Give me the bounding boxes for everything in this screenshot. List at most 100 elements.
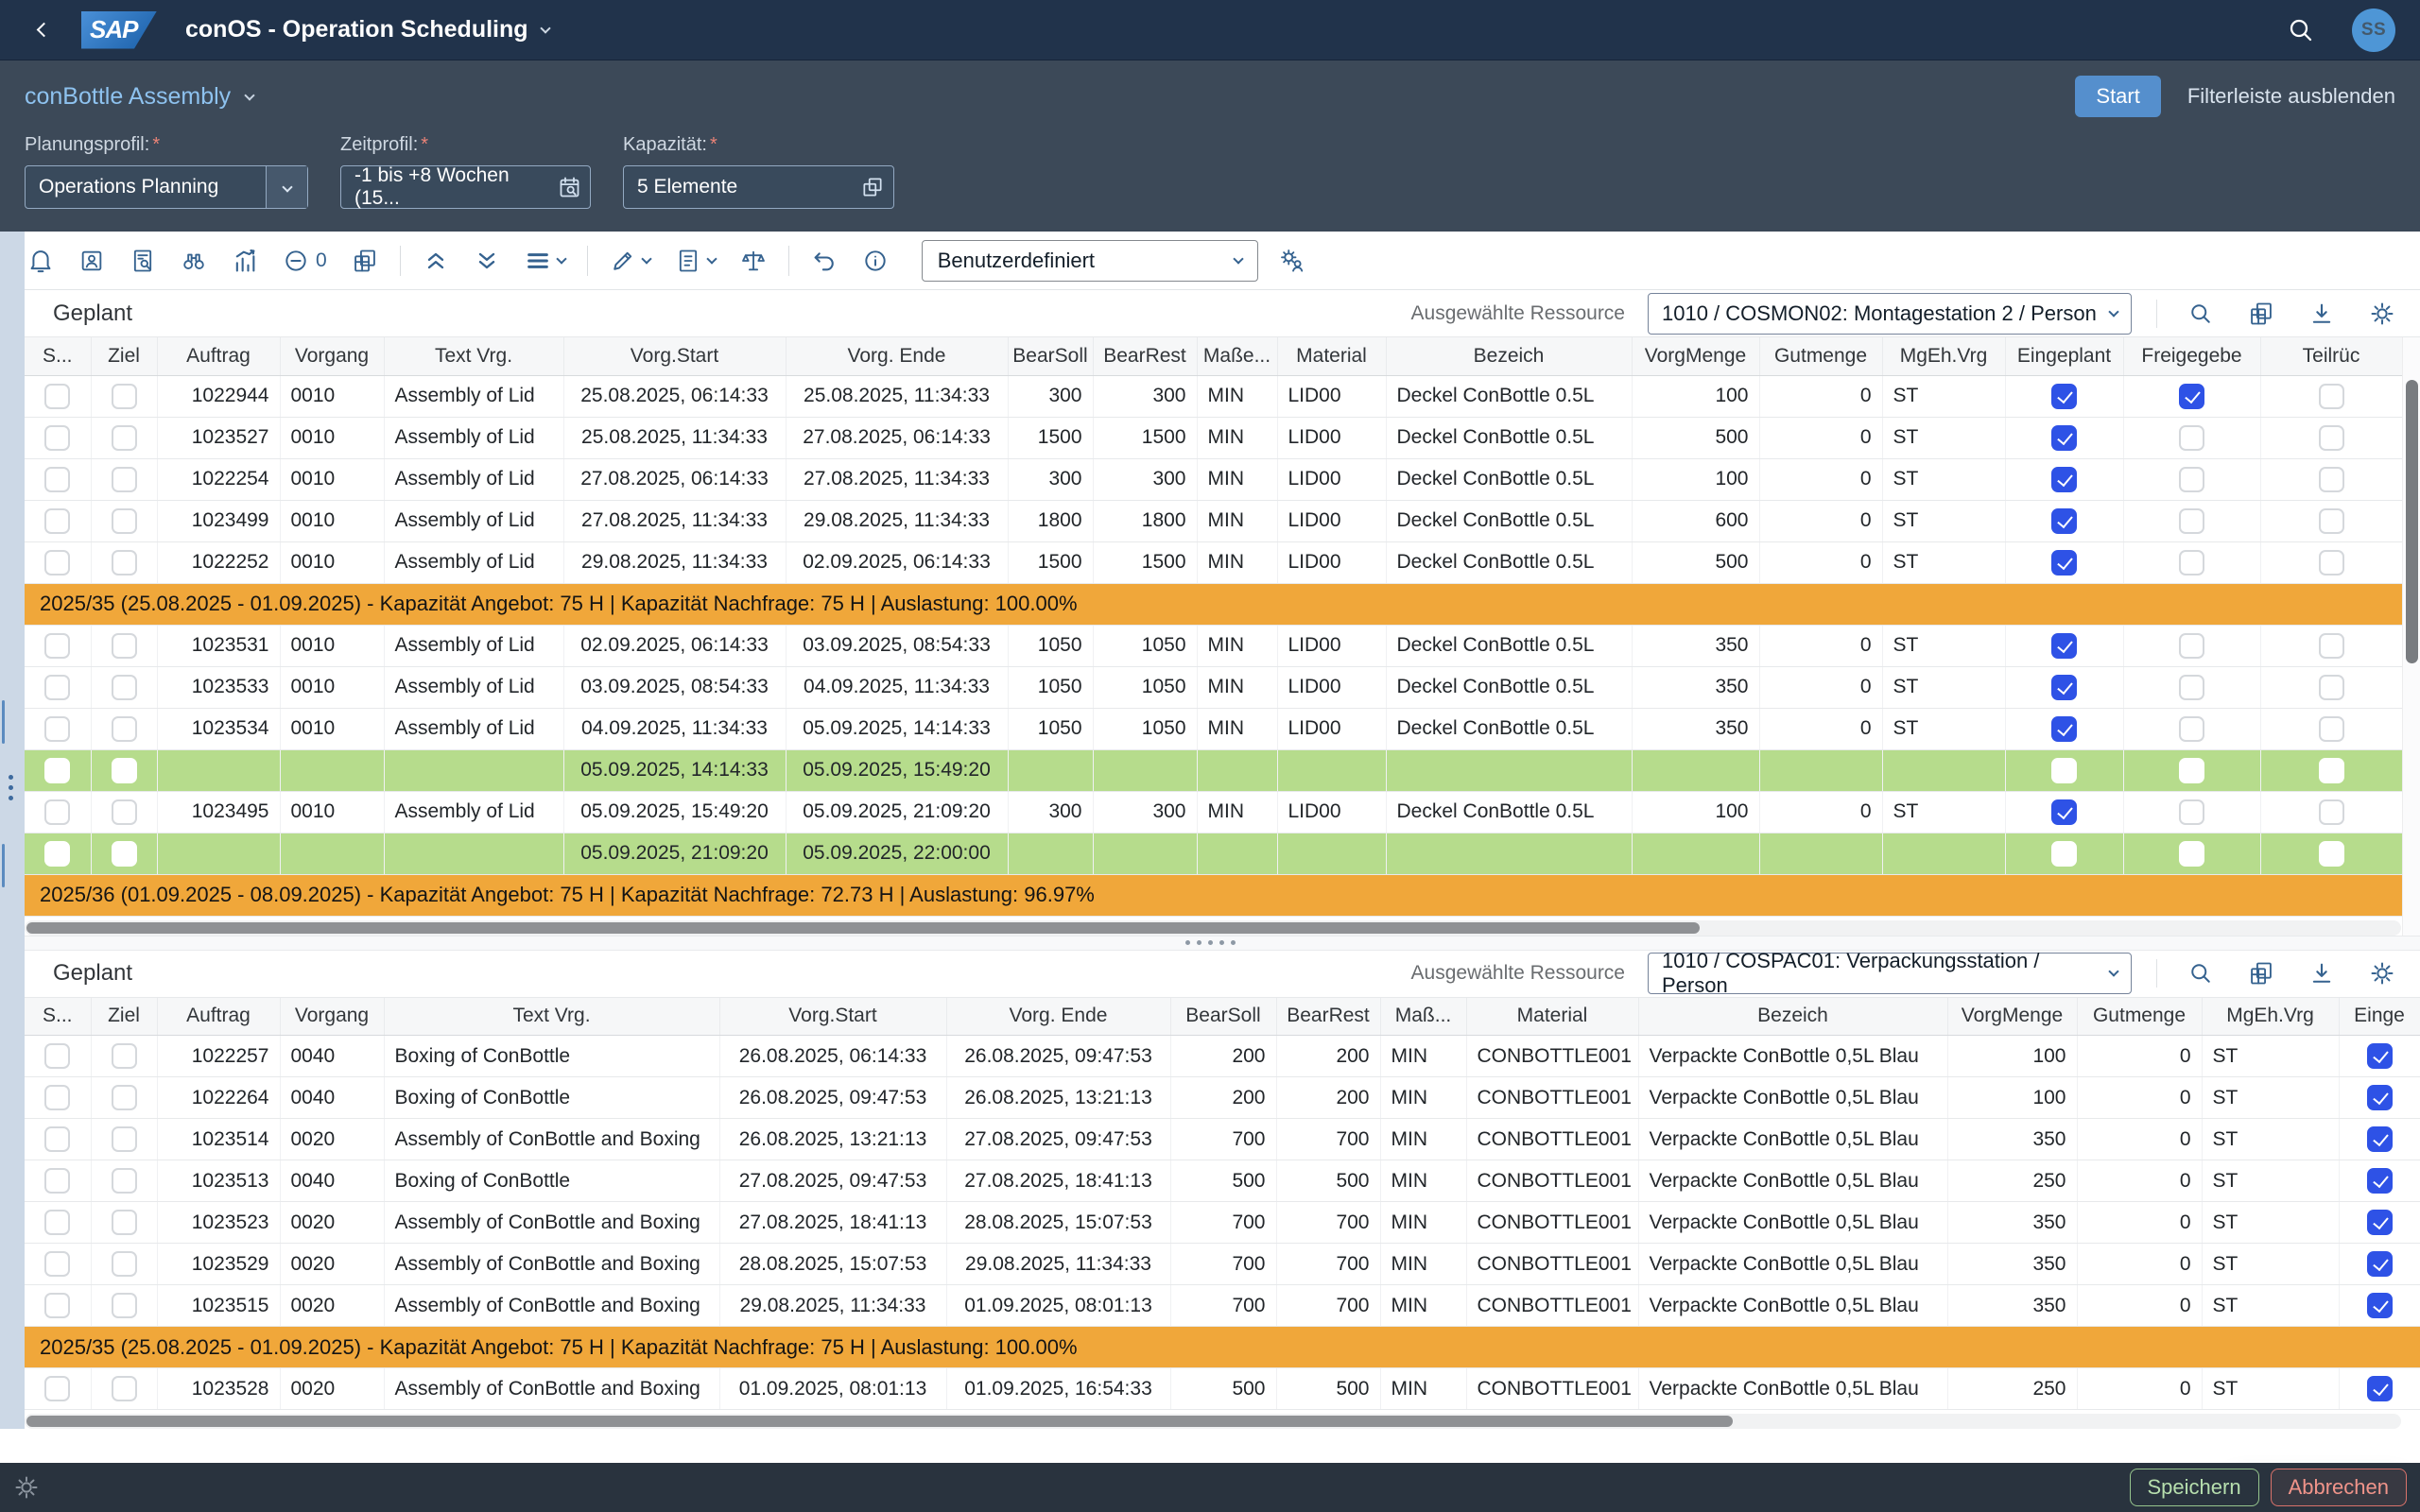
view-variant-select[interactable]: Benutzerdefiniert: [921, 239, 1258, 282]
horizontal-scrollbar[interactable]: [25, 919, 2401, 936]
scrollbar-thumb[interactable]: [2406, 380, 2418, 663]
row-checkbox[interactable]: [111, 757, 137, 783]
row-checkbox[interactable]: [111, 632, 137, 659]
undo-icon[interactable]: [799, 241, 850, 281]
table-row[interactable]: 1023499 0010 Assembly of Lid 27.08.2025, 11…: [25, 500, 2403, 542]
copy-export-icon[interactable]: [2242, 295, 2280, 333]
cancel-button[interactable]: Abbrechen: [2270, 1469, 2407, 1506]
row-checkbox[interactable]: [2318, 424, 2344, 451]
row-checkbox[interactable]: [2051, 424, 2077, 451]
row-checkbox[interactable]: [2051, 549, 2077, 576]
downtime-gap-row[interactable]: 05.09.2025, 21:09:20 05.09.2025, 22:00:00: [25, 833, 2403, 875]
settings-gear-icon[interactable]: [2363, 295, 2401, 333]
row-checkbox[interactable]: [2051, 715, 2077, 742]
table-search-icon[interactable]: [2182, 954, 2220, 992]
row-checkbox[interactable]: [111, 840, 137, 867]
column-header[interactable]: Gutmenge: [1759, 337, 1883, 376]
resource-card-icon[interactable]: [66, 241, 117, 281]
row-checkbox[interactable]: [2366, 1126, 2393, 1152]
info-icon[interactable]: [850, 241, 901, 281]
row-checkbox[interactable]: [44, 466, 71, 492]
row-checkbox[interactable]: [44, 1043, 71, 1069]
variant-selector[interactable]: conBottle Assembly: [25, 83, 255, 111]
row-checkbox[interactable]: [2051, 466, 2077, 492]
copy-export-icon[interactable]: [2242, 954, 2280, 992]
row-checkbox[interactable]: [44, 757, 71, 783]
column-header[interactable]: Einge: [2339, 997, 2420, 1036]
row-checkbox[interactable]: [2051, 840, 2077, 867]
column-header[interactable]: Vorg.Start: [719, 997, 947, 1036]
row-checkbox[interactable]: [2179, 715, 2204, 742]
row-checkbox[interactable]: [2051, 757, 2077, 783]
column-header[interactable]: BearRest: [1093, 337, 1198, 376]
column-header[interactable]: Bezeich: [1638, 997, 1948, 1036]
row-checkbox[interactable]: [2318, 799, 2344, 825]
app-title[interactable]: conOS - Operation Scheduling: [185, 16, 551, 43]
row-checkbox[interactable]: [111, 1293, 137, 1318]
row-checkbox[interactable]: [2318, 466, 2344, 492]
shell-search-icon[interactable]: [2286, 15, 2316, 45]
column-header[interactable]: BearRest: [1276, 997, 1381, 1036]
row-checkbox[interactable]: [111, 1126, 137, 1152]
row-checkbox[interactable]: [44, 383, 71, 409]
panel-splitter[interactable]: [0, 935, 2420, 951]
column-header[interactable]: BearSoll: [1008, 337, 1094, 376]
settings-gear-icon[interactable]: [2363, 954, 2401, 992]
row-checkbox[interactable]: [111, 674, 137, 700]
column-header[interactable]: Vorgang: [280, 337, 385, 376]
table-row[interactable]: 1023534 0010 Assembly of Lid 04.09.2025, 11…: [25, 708, 2403, 750]
row-checkbox[interactable]: [44, 1251, 71, 1277]
row-checkbox[interactable]: [2366, 1251, 2393, 1277]
table-row[interactable]: 1023528 0020 Assembly of ConBottle and Box…: [25, 1367, 2420, 1410]
hide-filterbar-button[interactable]: Filterleiste ausblenden: [2187, 84, 2395, 108]
row-checkbox[interactable]: [44, 1085, 71, 1110]
row-checkbox[interactable]: [2366, 1376, 2393, 1401]
column-header[interactable]: Vorgang: [280, 997, 385, 1036]
column-header[interactable]: VorgMenge: [1632, 337, 1760, 376]
column-header[interactable]: Vorg. Ende: [786, 337, 1009, 376]
back-button[interactable]: [25, 11, 62, 49]
row-checkbox[interactable]: [44, 715, 71, 742]
save-button[interactable]: Speichern: [2129, 1469, 2259, 1506]
table-row[interactable]: 1023527 0010 Assembly of Lid 25.08.2025, 11…: [25, 417, 2403, 459]
column-header[interactable]: MgEh.Vrg: [1882, 337, 2006, 376]
row-checkbox[interactable]: [2318, 757, 2344, 783]
capacity-chart-icon[interactable]: [219, 241, 270, 281]
row-checkbox[interactable]: [111, 466, 137, 492]
manage-views-gear-person-icon[interactable]: [1266, 241, 1319, 281]
table-search-icon[interactable]: [2182, 295, 2220, 333]
row-checkbox[interactable]: [44, 1168, 71, 1194]
column-header[interactable]: Material: [1277, 337, 1387, 376]
column-header[interactable]: Auftrag: [157, 997, 281, 1036]
planning-profile-select[interactable]: Operations Planning: [25, 165, 308, 209]
table-row[interactable]: 1022254 0010 Assembly of Lid 27.08.2025, 06…: [25, 458, 2403, 501]
column-header[interactable]: Vorg.Start: [563, 337, 786, 376]
column-header[interactable]: Ziel: [91, 337, 158, 376]
column-header[interactable]: Vorg. Ende: [946, 997, 1171, 1036]
exclude-counter[interactable]: 0: [270, 241, 339, 281]
column-header[interactable]: S...: [25, 997, 92, 1036]
footer-settings-gear-icon[interactable]: [13, 1474, 40, 1501]
row-checkbox[interactable]: [111, 383, 137, 409]
row-checkbox[interactable]: [2366, 1168, 2393, 1194]
table-row[interactable]: 1022252 0010 Assembly of Lid 29.08.2025, 11…: [25, 541, 2403, 584]
table-row[interactable]: 1023523 0020 Assembly of ConBottle and Box…: [25, 1201, 2420, 1244]
table-row[interactable]: 1023495 0010 Assembly of Lid 05.09.2025, 15…: [25, 791, 2403, 833]
time-profile-input[interactable]: -1 bis +8 Wochen (15...: [340, 164, 591, 209]
row-checkbox[interactable]: [2051, 799, 2077, 825]
start-button[interactable]: Start: [2075, 76, 2161, 117]
row-checkbox[interactable]: [2179, 632, 2204, 659]
row-checkbox[interactable]: [2179, 757, 2204, 783]
calendar-search-icon[interactable]: [548, 175, 590, 200]
table-row[interactable]: 1023531 0010 Assembly of Lid 02.09.2025, 06…: [25, 625, 2403, 667]
row-checkbox[interactable]: [44, 1210, 71, 1235]
row-checkbox[interactable]: [2366, 1293, 2393, 1318]
column-header[interactable]: Text Vrg.: [384, 337, 564, 376]
binoculars-icon[interactable]: [168, 241, 219, 281]
column-header[interactable]: MgEh.Vrg: [2202, 997, 2340, 1036]
column-header[interactable]: Auftrag: [157, 337, 281, 376]
column-header[interactable]: Ziel: [91, 997, 158, 1036]
row-checkbox[interactable]: [2179, 799, 2204, 825]
edit-pencil-button[interactable]: [597, 241, 663, 281]
row-checkbox[interactable]: [2366, 1085, 2393, 1110]
